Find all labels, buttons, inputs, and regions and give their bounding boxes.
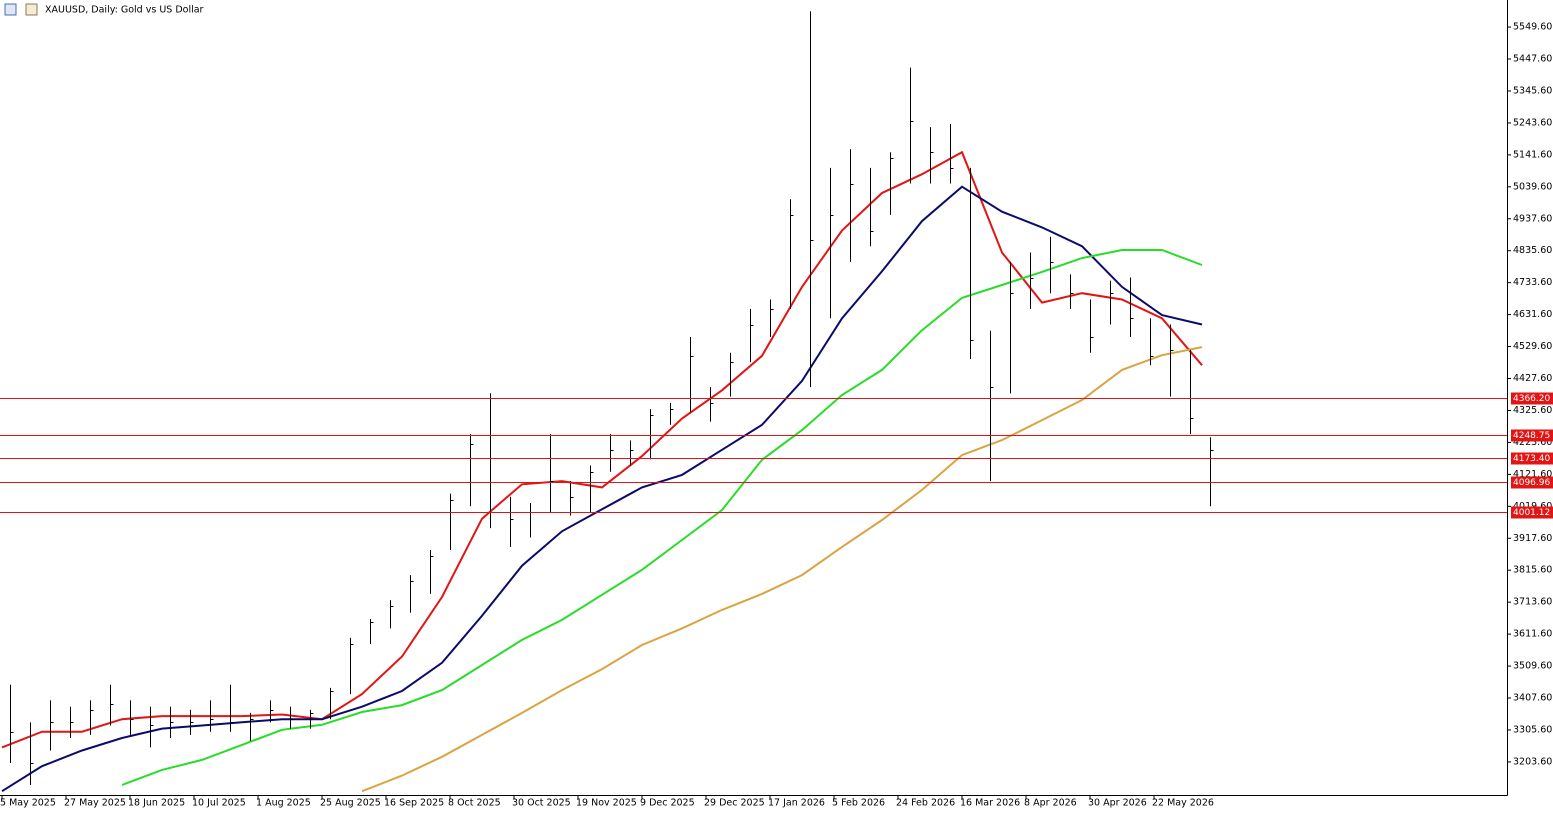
y-tick-label: 4325.60 (1513, 405, 1552, 416)
level-label: 4366.20 (1513, 394, 1550, 404)
moving-average-line (121, 249, 1203, 786)
y-tick-label: 4733.60 (1513, 277, 1552, 288)
y-tick-label: 5039.60 (1513, 181, 1552, 192)
x-tick-label: 30 Oct 2025 (512, 798, 571, 809)
y-tick-label: 3815.60 (1513, 565, 1552, 576)
y-tick-label: 4835.60 (1513, 245, 1552, 256)
x-tick-label: 18 Jun 2025 (128, 798, 185, 809)
x-tick-label: 9 Dec 2025 (640, 798, 695, 809)
x-tick-label: 22 May 2026 (1152, 798, 1214, 809)
y-tick-label: 3611.60 (1513, 629, 1552, 640)
plot-area (1, 11, 1214, 793)
y-tick-label: 4121.60 (1513, 469, 1552, 480)
x-tick-label: 17 Jan 2026 (768, 798, 825, 809)
y-tick-label: 3917.60 (1513, 533, 1552, 544)
level-label: 4096.96 (1513, 478, 1550, 488)
x-tick-label: 24 Feb 2026 (896, 798, 955, 809)
x-tick-label: 8 Apr 2026 (1024, 798, 1077, 809)
x-tick-label: 8 Oct 2025 (448, 798, 501, 809)
moving-average-line (361, 346, 1203, 793)
y-tick-label: 4937.60 (1513, 213, 1552, 224)
y-tick-label: 4631.60 (1513, 309, 1552, 320)
y-tick-label: 5345.60 (1513, 85, 1552, 96)
moving-average-line (1, 150, 1203, 749)
y-tick-label: 4223.60 (1513, 437, 1552, 448)
x-tick-label: 16 Sep 2025 (384, 798, 444, 809)
y-tick-label: 3407.60 (1513, 693, 1552, 704)
x-tick-label: 30 Apr 2026 (1088, 798, 1147, 809)
x-tick-label: 29 Dec 2025 (704, 798, 765, 809)
x-tick-label: 16 Mar 2026 (960, 798, 1020, 809)
x-tick-label: 19 Nov 2025 (576, 798, 637, 809)
y-tick-label: 4019.60 (1513, 501, 1552, 512)
x-tick-label: 10 Jul 2025 (192, 798, 246, 809)
level-label: 4001.12 (1513, 508, 1550, 518)
level-label-box (1511, 392, 1553, 405)
level-label-box (1511, 476, 1553, 489)
y-tick-label: 5549.60 (1513, 22, 1552, 33)
y-tick-label: 3713.60 (1513, 597, 1552, 608)
chart-settings-icon[interactable] (25, 3, 38, 16)
level-label: 4173.40 (1513, 454, 1550, 464)
x-tick-label: 1 Aug 2025 (256, 798, 311, 809)
chart-title: XAUUSD, Daily: Gold vs US Dollar (45, 5, 204, 16)
level-label-box (1511, 429, 1553, 442)
y-tick-label: 5141.60 (1513, 149, 1552, 160)
x-tick-label: 5 May 2025 (0, 798, 56, 809)
level-label-box (1511, 506, 1553, 519)
level-label-box (1511, 452, 1553, 465)
y-tick-label: 5243.60 (1513, 117, 1552, 128)
x-tick-label: 25 Aug 2025 (320, 798, 381, 809)
level-label: 4248.75 (1513, 431, 1550, 441)
y-tick-label: 3203.60 (1513, 756, 1552, 767)
y-tick-label: 5447.60 (1513, 54, 1552, 65)
y-tick-label: 3305.60 (1513, 724, 1552, 735)
x-tick-label: 5 Feb 2026 (832, 798, 885, 809)
x-tick-label: 27 May 2025 (64, 798, 126, 809)
y-tick-label: 4427.60 (1513, 373, 1552, 384)
y-tick-label: 3509.60 (1513, 661, 1552, 672)
chart-menu-icon[interactable] (4, 3, 17, 16)
y-tick-label: 4529.60 (1513, 341, 1552, 352)
moving-average-line (1, 185, 1203, 793)
